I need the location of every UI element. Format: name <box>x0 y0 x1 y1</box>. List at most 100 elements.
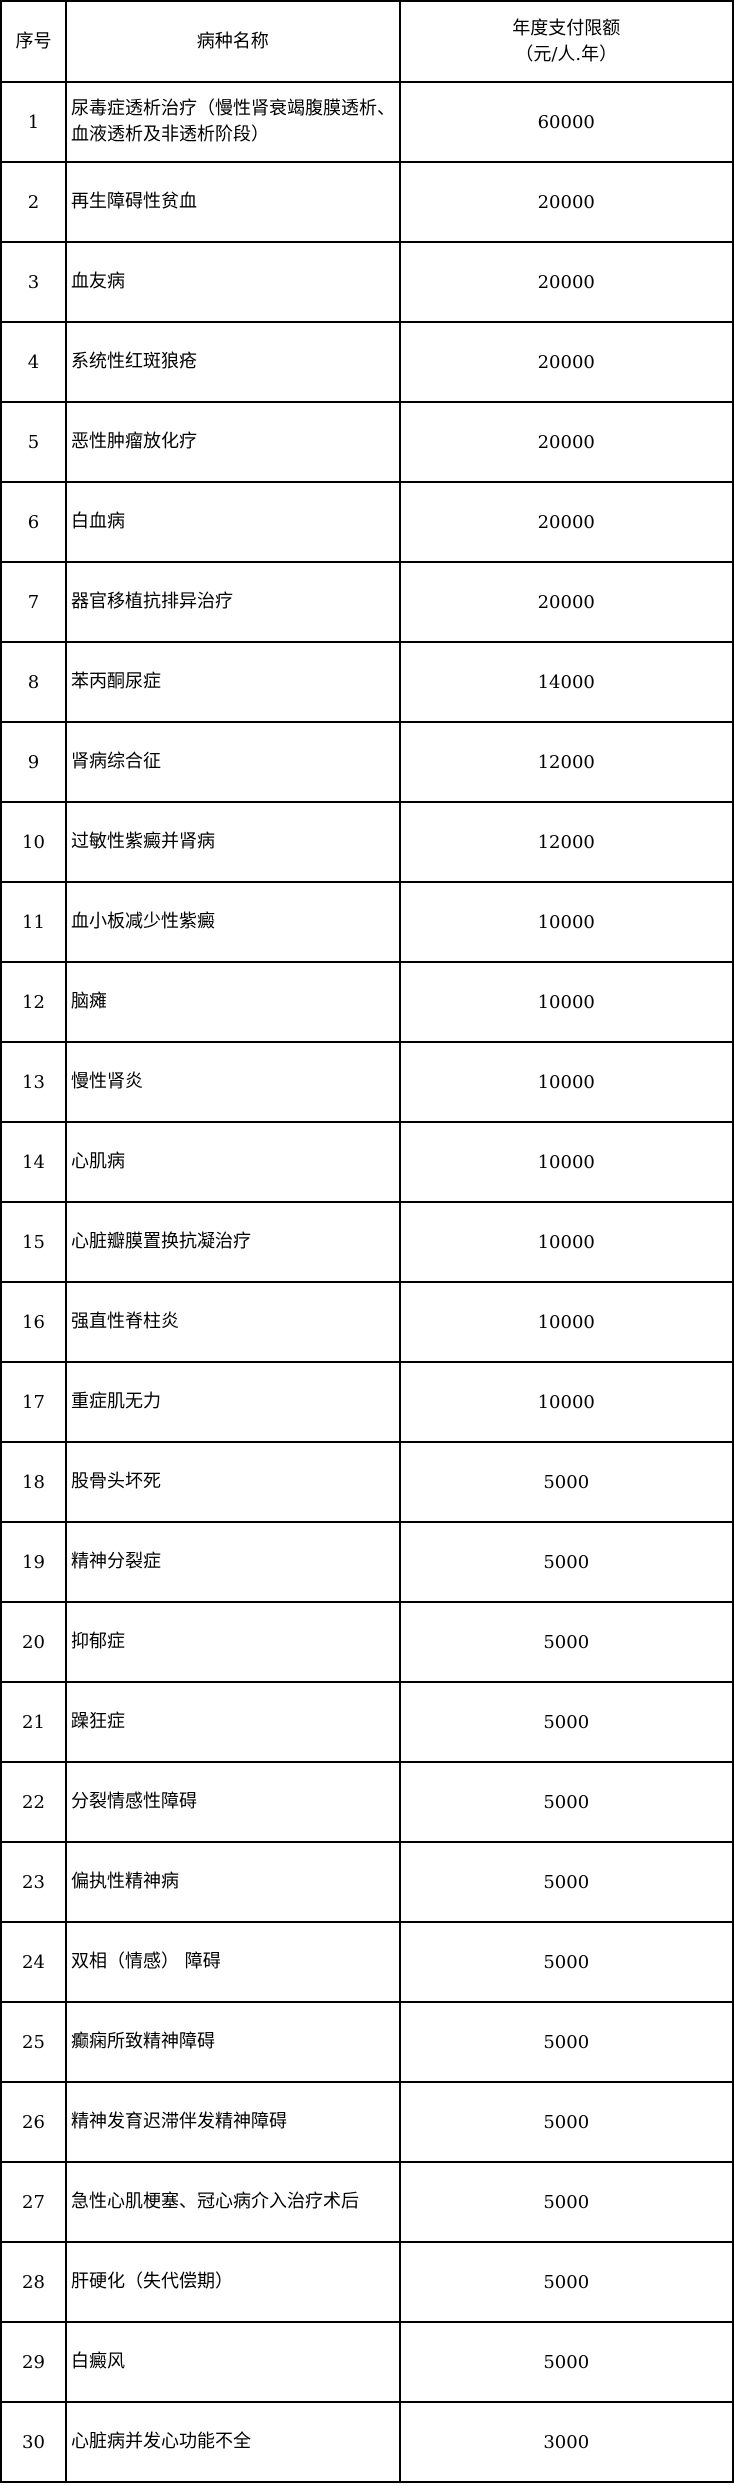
row-annual-limit: 5000 <box>398 2001 734 2083</box>
row-annual-limit: 10000 <box>398 961 734 1043</box>
table-row: 14 心肌病 10000 <box>0 1121 734 1203</box>
row-index: 20 <box>0 1601 67 1683</box>
row-index: 10 <box>0 801 67 883</box>
row-index: 4 <box>0 321 67 403</box>
row-index: 7 <box>0 561 67 643</box>
row-annual-limit: 20000 <box>398 401 734 483</box>
table-row: 18 股骨头坏死 5000 <box>0 1441 734 1523</box>
table-row: 13 慢性肾炎 10000 <box>0 1041 734 1123</box>
row-index: 27 <box>0 2161 67 2243</box>
row-disease-name: 再生障碍性贫血 <box>65 161 401 243</box>
row-index: 29 <box>0 2321 67 2403</box>
row-index: 15 <box>0 1201 67 1283</box>
row-disease-name: 股骨头坏死 <box>65 1441 401 1523</box>
table-row: 24 双相（情感） 障碍 5000 <box>0 1921 734 2003</box>
row-disease-name: 系统性红斑狼疮 <box>65 321 401 403</box>
row-disease-name: 恶性肿瘤放化疗 <box>65 401 401 483</box>
row-annual-limit: 5000 <box>398 1521 734 1603</box>
table-row: 16 强直性脊柱炎 10000 <box>0 1281 734 1363</box>
row-disease-name: 肝硬化（失代偿期） <box>65 2241 401 2323</box>
row-index: 11 <box>0 881 67 963</box>
table-row: 22 分裂情感性障碍 5000 <box>0 1761 734 1843</box>
row-annual-limit: 5000 <box>398 2321 734 2403</box>
table-row: 12 脑瘫 10000 <box>0 961 734 1043</box>
row-annual-limit: 3000 <box>398 2401 734 2483</box>
row-disease-name: 尿毒症透析治疗（慢性肾衰竭腹膜透析、血液透析及非透析阶段） <box>65 81 401 163</box>
table-row: 27 急性心肌梗塞、冠心病介入治疗术后 5000 <box>0 2161 734 2243</box>
row-index: 30 <box>0 2401 67 2483</box>
row-index: 12 <box>0 961 67 1043</box>
table-row: 11 血小板减少性紫癜 10000 <box>0 881 734 963</box>
row-disease-name: 血友病 <box>65 241 401 323</box>
row-annual-limit: 5000 <box>398 2161 734 2243</box>
row-index: 9 <box>0 721 67 803</box>
row-annual-limit: 60000 <box>398 81 734 163</box>
row-index: 21 <box>0 1681 67 1763</box>
row-annual-limit: 5000 <box>398 2241 734 2323</box>
table-row: 7 器官移植抗排异治疗 20000 <box>0 561 734 643</box>
row-index: 24 <box>0 1921 67 2003</box>
row-disease-name: 强直性脊柱炎 <box>65 1281 401 1363</box>
row-index: 5 <box>0 401 67 483</box>
table-row: 23 偏执性精神病 5000 <box>0 1841 734 1923</box>
row-index: 22 <box>0 1761 67 1843</box>
row-disease-name: 肾病综合征 <box>65 721 401 803</box>
row-annual-limit: 12000 <box>398 801 734 883</box>
row-annual-limit: 12000 <box>398 721 734 803</box>
row-annual-limit: 10000 <box>398 1361 734 1443</box>
row-index: 14 <box>0 1121 67 1203</box>
table-row: 19 精神分裂症 5000 <box>0 1521 734 1603</box>
table-row: 29 白癜风 5000 <box>0 2321 734 2403</box>
row-disease-name: 心脏病并发心功能不全 <box>65 2401 401 2483</box>
row-index: 19 <box>0 1521 67 1603</box>
row-annual-limit: 10000 <box>398 1121 734 1203</box>
row-index: 18 <box>0 1441 67 1523</box>
row-annual-limit: 20000 <box>398 241 734 323</box>
table-row: 21 躁狂症 5000 <box>0 1681 734 1763</box>
table-row: 3 血友病 20000 <box>0 241 734 323</box>
header-disease-name: 病种名称 <box>65 0 401 83</box>
row-disease-name: 心脏瓣膜置换抗凝治疗 <box>65 1201 401 1283</box>
table-row: 8 苯丙酮尿症 14000 <box>0 641 734 723</box>
row-annual-limit: 10000 <box>398 881 734 963</box>
row-annual-limit: 10000 <box>398 1281 734 1363</box>
row-index: 23 <box>0 1841 67 1923</box>
row-index: 26 <box>0 2081 67 2163</box>
header-annual-limit: 年度支付限额 （元/人.年） <box>398 0 734 83</box>
row-disease-name: 重症肌无力 <box>65 1361 401 1443</box>
row-disease-name: 癫痫所致精神障碍 <box>65 2001 401 2083</box>
header-index: 序号 <box>0 0 67 83</box>
table-row: 5 恶性肿瘤放化疗 20000 <box>0 401 734 483</box>
row-disease-name: 白血病 <box>65 481 401 563</box>
row-annual-limit: 14000 <box>398 641 734 723</box>
row-annual-limit: 5000 <box>398 1921 734 2003</box>
table-row: 2 再生障碍性贫血 20000 <box>0 161 734 243</box>
row-disease-name: 血小板减少性紫癜 <box>65 881 401 963</box>
table-row: 20 抑郁症 5000 <box>0 1601 734 1683</box>
row-disease-name: 抑郁症 <box>65 1601 401 1683</box>
table-row: 17 重症肌无力 10000 <box>0 1361 734 1443</box>
row-index: 1 <box>0 81 67 163</box>
row-index: 8 <box>0 641 67 723</box>
row-annual-limit: 10000 <box>398 1201 734 1283</box>
row-annual-limit: 5000 <box>398 2081 734 2163</box>
row-disease-name: 脑瘫 <box>65 961 401 1043</box>
table-row: 6 白血病 20000 <box>0 481 734 563</box>
row-disease-name: 器官移植抗排异治疗 <box>65 561 401 643</box>
row-disease-name: 心肌病 <box>65 1121 401 1203</box>
row-disease-name: 分裂情感性障碍 <box>65 1761 401 1843</box>
row-annual-limit: 5000 <box>398 1761 734 1843</box>
row-annual-limit: 20000 <box>398 561 734 643</box>
row-disease-name: 白癜风 <box>65 2321 401 2403</box>
header-limit-line2: （元/人.年） <box>515 43 618 65</box>
table-row: 1 尿毒症透析治疗（慢性肾衰竭腹膜透析、血液透析及非透析阶段） 60000 <box>0 81 734 163</box>
row-disease-name: 精神分裂症 <box>65 1521 401 1603</box>
row-annual-limit: 10000 <box>398 1041 734 1123</box>
row-index: 6 <box>0 481 67 563</box>
header-row: 序号 病种名称 年度支付限额 （元/人.年） <box>0 0 734 83</box>
row-annual-limit: 20000 <box>398 481 734 563</box>
table-row: 28 肝硬化（失代偿期） 5000 <box>0 2241 734 2323</box>
row-annual-limit: 5000 <box>398 1601 734 1683</box>
row-index: 25 <box>0 2001 67 2083</box>
